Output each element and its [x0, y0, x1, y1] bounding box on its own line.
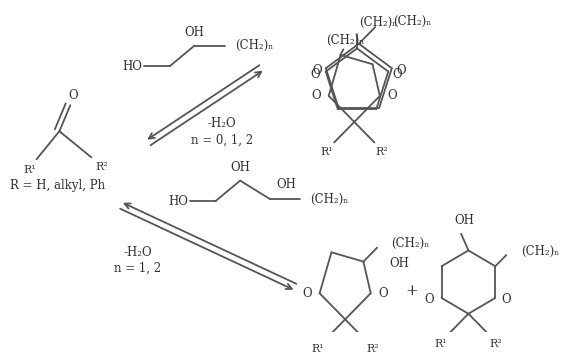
Text: O: O	[388, 89, 397, 102]
Text: OH: OH	[230, 161, 250, 174]
Text: (CH₂)ₙ: (CH₂)ₙ	[310, 193, 349, 206]
Text: -H₂O: -H₂O	[208, 117, 236, 130]
Text: O: O	[310, 68, 320, 81]
Text: R²: R²	[375, 147, 388, 157]
Text: R²: R²	[95, 162, 108, 172]
Text: O: O	[502, 293, 511, 306]
Text: OH: OH	[389, 257, 409, 270]
Text: (CH₂)ₙ: (CH₂)ₙ	[236, 39, 274, 52]
Text: (CH₂)ₙ: (CH₂)ₙ	[359, 16, 397, 29]
Text: (CH₂)ₙ: (CH₂)ₙ	[326, 34, 364, 46]
Text: HO: HO	[168, 195, 188, 207]
Text: n = 0, 1, 2: n = 0, 1, 2	[191, 134, 253, 147]
Text: (CH₂)ₙ: (CH₂)ₙ	[394, 15, 432, 28]
Text: (CH₂)ₙ: (CH₂)ₙ	[391, 236, 429, 250]
Text: O: O	[396, 64, 406, 76]
Text: -H₂O: -H₂O	[123, 246, 152, 259]
Text: R¹: R¹	[311, 344, 324, 354]
Text: OH: OH	[277, 178, 297, 191]
Text: R¹: R¹	[435, 338, 447, 349]
Text: OH: OH	[185, 26, 204, 39]
Text: +: +	[406, 284, 418, 298]
Text: n = 1, 2: n = 1, 2	[114, 262, 162, 275]
Text: R²: R²	[366, 344, 379, 354]
Text: R¹: R¹	[24, 165, 36, 175]
Text: (CH₂)ₙ: (CH₂)ₙ	[521, 245, 559, 258]
Text: O: O	[379, 287, 388, 300]
Text: O: O	[393, 68, 402, 81]
Text: R = H, alkyl, Ph: R = H, alkyl, Ph	[10, 179, 105, 192]
Text: O: O	[302, 287, 311, 300]
Text: R²: R²	[489, 338, 502, 349]
Text: O: O	[424, 293, 434, 306]
Text: OH: OH	[454, 214, 474, 227]
Text: R¹: R¹	[320, 147, 333, 157]
Text: O: O	[68, 89, 78, 102]
Text: O: O	[312, 64, 321, 76]
Text: HO: HO	[123, 59, 142, 73]
Text: O: O	[311, 89, 321, 102]
